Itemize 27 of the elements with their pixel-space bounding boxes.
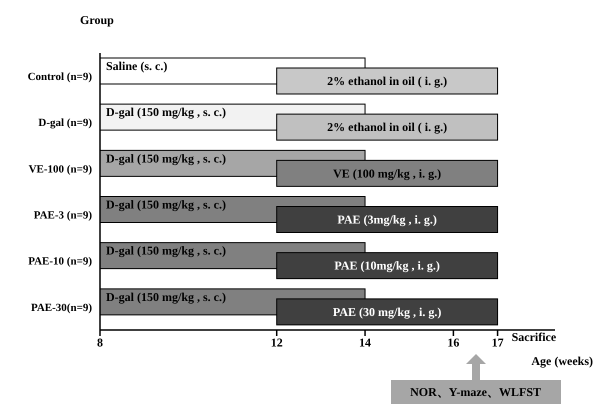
y-tick-label: Control (n=9) [28, 70, 92, 83]
x-tick-label: 17 [492, 336, 504, 350]
annotation: D-gal (150 mg/kg , s. c.) [106, 198, 226, 212]
x-tick-label: 16 [447, 336, 460, 350]
x-tick-label: 12 [270, 336, 283, 350]
text: NOR、Y-maze、WLFST [390, 380, 561, 404]
y-tick-label: D-gal (n=9) [38, 117, 92, 130]
annotation: Saline (s. c.) [106, 59, 168, 73]
annotation: 2% ethanol in oil ( i. g.) [327, 74, 448, 88]
annotation: VE (100 mg/kg , i. g.) [333, 166, 442, 180]
annotation: Sacrifice [512, 330, 556, 345]
annotation: D-gal (150 mg/kg , s. c.) [106, 151, 226, 166]
annotation: D-gal (150 mg/kg , s. c.) [106, 105, 226, 120]
y-axis-title: Group [80, 13, 114, 28]
y-tick-label: PAE-30(n=9) [30, 302, 92, 314]
annotation: 2% ethanol in oil ( i. g.) [327, 120, 448, 134]
annotation: PAE (10mg/kg , i. g.) [334, 258, 440, 273]
annotation: D-gal (150 mg/kg , s. c.) [106, 244, 226, 258]
annotation: PAE (3mg/kg , i. g.) [337, 212, 437, 226]
annotation: D-gal (150 mg/kg , s. c.) [106, 290, 226, 304]
x-axis-title: Age (weeks) [531, 354, 593, 369]
y-tick-label: VE-100 (n=9) [28, 163, 92, 176]
y-tick-label: PAE-10 (n=9) [28, 256, 92, 268]
y-tick-label: PAE-3 (n=9) [34, 209, 92, 222]
x-tick-label: 14 [359, 336, 372, 350]
annotation: PAE (30 mg/kg , i. g.) [332, 304, 442, 319]
x-tick-label: 8 [97, 336, 103, 350]
